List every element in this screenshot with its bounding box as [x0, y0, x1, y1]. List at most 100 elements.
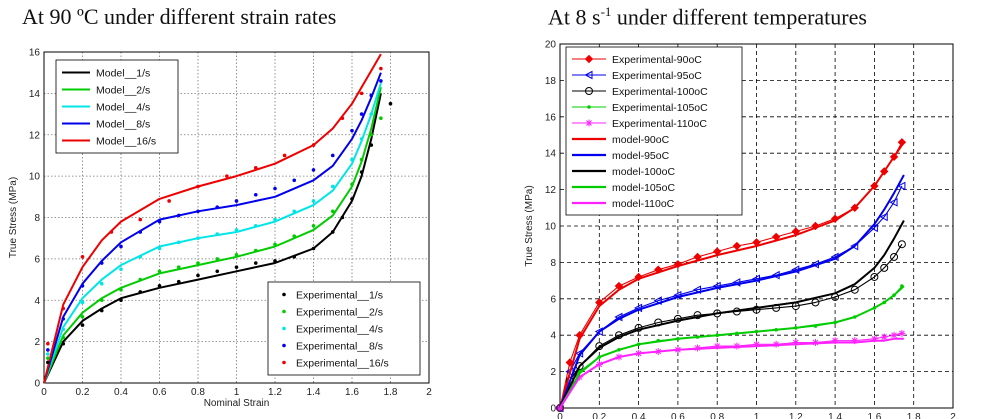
- y-tick-label: 0: [550, 404, 556, 415]
- data-point-5: [340, 215, 345, 220]
- data-point-6: [215, 257, 220, 261]
- data-point-8: [46, 348, 50, 352]
- y-tick-label: 6: [34, 254, 40, 265]
- legend-entry-label: Experimental-110oC: [612, 118, 707, 130]
- data-point-9: [61, 306, 66, 311]
- legend-entry-label: Model__2/s: [96, 84, 150, 96]
- data-point-4: [831, 337, 839, 345]
- data-point-6: [311, 223, 316, 228]
- data-point-9: [80, 255, 85, 259]
- data-point-5: [80, 323, 85, 327]
- data-point-6: [46, 356, 50, 360]
- data-point-6: [119, 288, 123, 292]
- data-point-1: [889, 198, 898, 207]
- series-line-0: [43, 93, 382, 384]
- x-tick-label: 2: [950, 412, 956, 419]
- data-point-7: [80, 300, 85, 305]
- data-point-6: [80, 315, 85, 319]
- legend-entry-label: model-100oC: [612, 166, 675, 178]
- x-tick-label: 1.4: [828, 412, 842, 419]
- data-point-9: [311, 143, 316, 147]
- legend-entry-label: Model__16/s: [96, 135, 156, 147]
- x-tick-label: 0.6: [153, 387, 167, 398]
- data-point-5: [61, 341, 66, 346]
- data-point-8: [273, 186, 277, 191]
- data-point-8: [350, 128, 354, 133]
- data-point-9: [109, 230, 114, 234]
- data-point-4: [880, 333, 888, 341]
- data-point-1: [897, 181, 906, 191]
- data-point-7: [369, 112, 374, 116]
- legend-marker-sample: [282, 292, 286, 297]
- x-tick-label: 0.2: [76, 387, 90, 398]
- x-tick-label: 0.8: [191, 387, 205, 398]
- x-tick-label: 1.4: [307, 387, 321, 398]
- data-point-6: [157, 269, 162, 274]
- data-point-9: [167, 199, 171, 203]
- data-point-5: [46, 360, 50, 365]
- y-tick-label: 20: [545, 40, 557, 51]
- x-tick-label: 0.4: [632, 412, 646, 419]
- series-line-1: [43, 86, 382, 384]
- data-point-7: [253, 223, 258, 228]
- y-tick-label: 12: [29, 130, 41, 141]
- legend-marker-sample: [282, 343, 286, 348]
- legend-entry-label: model-95oC: [612, 150, 670, 162]
- data-point-8: [292, 178, 297, 183]
- data-point-5: [350, 197, 354, 201]
- data-point-8: [253, 192, 258, 197]
- data-point-2: [673, 314, 682, 323]
- data-point-7: [46, 352, 50, 356]
- y-tick-label: 10: [545, 222, 557, 233]
- legend-marker-sample: [587, 105, 591, 109]
- data-point-6: [359, 157, 364, 162]
- data-point-4: [753, 340, 760, 348]
- data-point-8: [379, 79, 383, 83]
- data-point-9: [253, 166, 258, 170]
- legend-entry-label: Experimental-95oC: [612, 70, 702, 82]
- y-tick-label: 10: [29, 172, 41, 183]
- x-tick-label: 0.2: [592, 412, 606, 419]
- data-point-4: [898, 329, 906, 337]
- data-point-6: [234, 252, 239, 257]
- data-point-7: [119, 267, 123, 272]
- data-point-0: [732, 241, 742, 251]
- legend-marker-sample: [584, 54, 594, 64]
- y-axis-label: True Stress (MPa): [8, 177, 19, 258]
- data-point-9: [46, 341, 50, 346]
- data-point-1: [879, 212, 888, 222]
- y-tick-label: 6: [550, 294, 556, 305]
- data-point-4: [792, 338, 800, 346]
- data-point-6: [273, 242, 277, 247]
- legend: Model__1/s Model__2/s Model__4/s Model__8/s…: [55, 59, 179, 154]
- legend-entry-label: Model__8/s: [96, 118, 150, 130]
- x-tick-label: 1.6: [345, 387, 359, 398]
- data-point-7: [330, 184, 335, 189]
- data-point-7: [196, 236, 200, 240]
- data-point-6: [330, 209, 335, 214]
- x-tick-label: 0.8: [710, 412, 724, 419]
- data-point-7: [157, 246, 162, 251]
- legend: Experimental__1/s Experimental__2/s Experi…: [267, 281, 421, 376]
- data-point-7: [350, 157, 354, 162]
- data-point-7: [138, 255, 143, 259]
- legend-entry-label: Model__1/s: [96, 67, 150, 79]
- data-point-6: [369, 132, 374, 137]
- data-point-4: [890, 331, 898, 339]
- data-point-8: [234, 199, 239, 203]
- data-point-2: [752, 305, 761, 314]
- plot-frame: [559, 43, 954, 409]
- data-point-5: [273, 259, 277, 263]
- data-point-5: [369, 143, 374, 147]
- series-line-3: [43, 72, 382, 384]
- legend-entry-label: Experimental__8/s: [296, 340, 383, 352]
- legend-marker-sample: [282, 326, 286, 331]
- series-line-9: [559, 337, 904, 409]
- data-point-9: [196, 184, 200, 189]
- data-point-5: [359, 170, 364, 174]
- x-tick-label: 0.6: [671, 412, 685, 419]
- data-point-2: [890, 252, 899, 261]
- data-point-4: [851, 337, 859, 345]
- data-point-5: [196, 273, 200, 278]
- data-point-7: [61, 327, 66, 332]
